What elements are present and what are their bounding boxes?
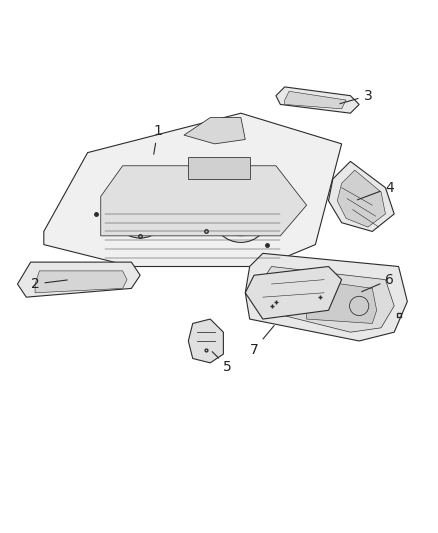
Polygon shape [18,262,140,297]
Polygon shape [188,319,223,363]
Polygon shape [276,87,359,113]
Polygon shape [44,113,342,266]
Polygon shape [101,166,307,236]
Polygon shape [35,271,127,293]
Polygon shape [188,157,250,179]
Polygon shape [328,161,394,231]
Text: 5: 5 [212,352,232,374]
Text: 6: 6 [362,273,394,292]
Polygon shape [285,91,346,109]
Text: 2: 2 [31,277,67,291]
Polygon shape [307,280,377,324]
Polygon shape [245,266,342,319]
Polygon shape [258,266,394,332]
Text: 1: 1 [153,124,162,154]
Text: 7: 7 [250,326,274,357]
Polygon shape [337,170,385,227]
Text: 3: 3 [340,88,372,104]
Polygon shape [184,118,245,144]
Polygon shape [245,253,407,341]
Text: 4: 4 [357,181,394,200]
